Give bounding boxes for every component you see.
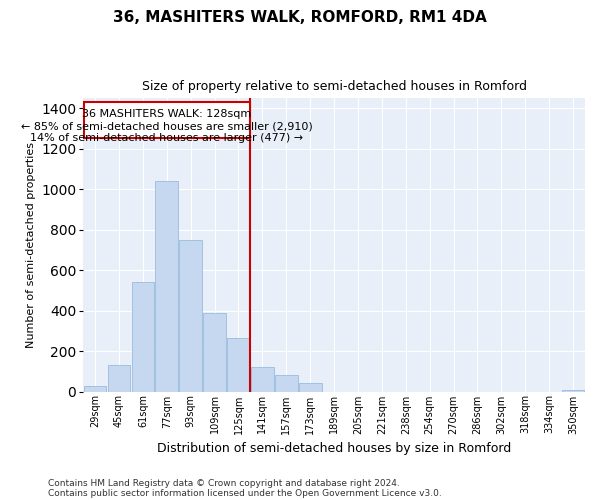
Bar	[251, 368, 274, 392]
Bar	[155, 181, 178, 392]
FancyBboxPatch shape	[85, 102, 250, 138]
Text: 36, MASHITERS WALK, ROMFORD, RM1 4DA: 36, MASHITERS WALK, ROMFORD, RM1 4DA	[113, 10, 487, 25]
Bar	[227, 338, 250, 392]
Text: Contains HM Land Registry data © Crown copyright and database right 2024.: Contains HM Land Registry data © Crown c…	[48, 478, 400, 488]
Text: ← 85% of semi-detached houses are smaller (2,910): ← 85% of semi-detached houses are smalle…	[21, 122, 313, 132]
Bar	[203, 312, 226, 392]
Text: 36 MASHITERS WALK: 128sqm: 36 MASHITERS WALK: 128sqm	[82, 110, 251, 120]
Title: Size of property relative to semi-detached houses in Romford: Size of property relative to semi-detach…	[142, 80, 527, 93]
Bar	[84, 386, 106, 392]
Bar	[179, 240, 202, 392]
Bar	[562, 390, 584, 392]
Y-axis label: Number of semi-detached properties: Number of semi-detached properties	[26, 142, 35, 348]
Bar	[299, 384, 322, 392]
X-axis label: Distribution of semi-detached houses by size in Romford: Distribution of semi-detached houses by …	[157, 442, 511, 455]
Bar	[107, 365, 130, 392]
Bar	[131, 282, 154, 392]
Text: 14% of semi-detached houses are larger (477) →: 14% of semi-detached houses are larger (…	[31, 132, 304, 142]
Bar	[275, 376, 298, 392]
Text: Contains public sector information licensed under the Open Government Licence v3: Contains public sector information licen…	[48, 488, 442, 498]
